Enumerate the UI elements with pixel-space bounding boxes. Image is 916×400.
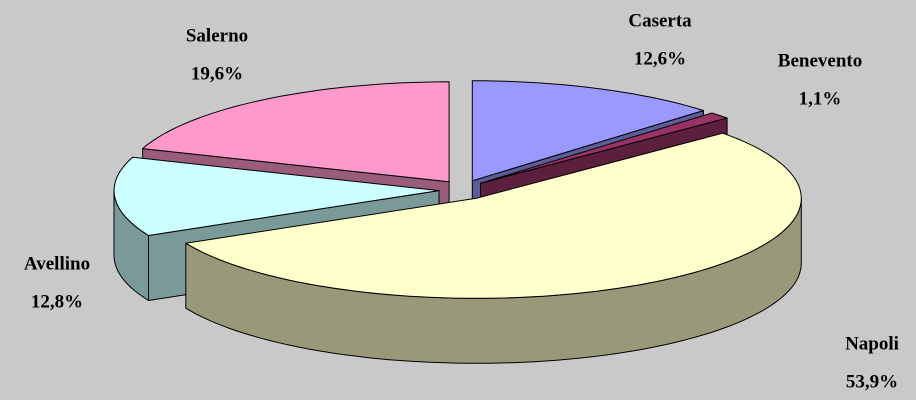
slice [185,132,802,364]
value-label: 19,6% [191,63,243,84]
value-label: 12,6% [634,48,686,69]
value-label: 1,1% [799,88,842,109]
slice [142,81,450,183]
value-label: 53,9% [846,371,898,392]
slice-label: Salerno [186,25,248,46]
slice [185,132,802,299]
slice [480,112,728,184]
slice-label: Avellino [24,253,90,274]
value-label: 12,8% [31,291,83,312]
slice-label: Napoli [845,333,899,354]
slice-label: Caserta [628,10,692,31]
slice [471,80,704,182]
slice-label: Benevento [778,50,862,71]
slice [113,156,440,236]
